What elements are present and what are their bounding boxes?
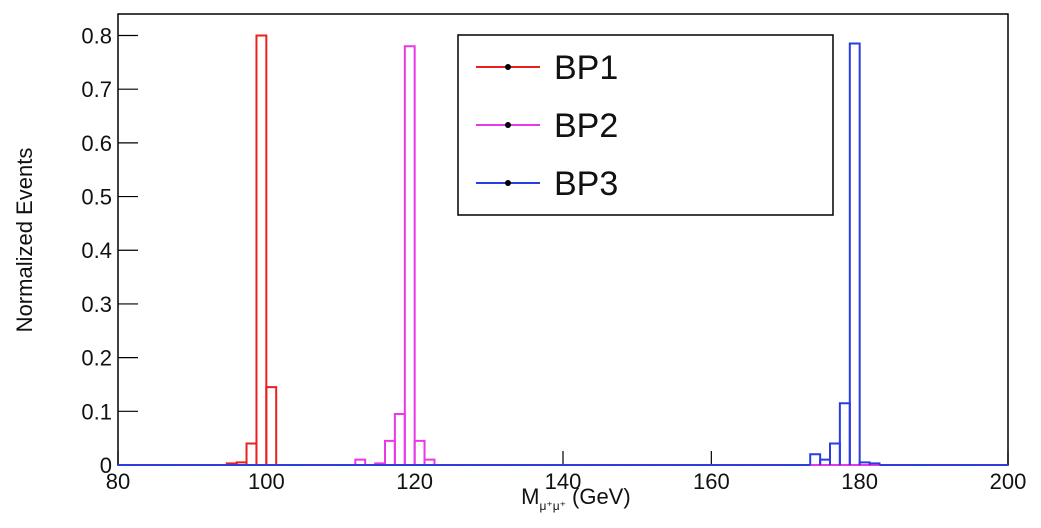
histogram-bin	[868, 462, 881, 465]
histogram-bin	[423, 458, 436, 465]
x-tick-label: 200	[990, 469, 1027, 494]
y-tick-label: 0.7	[81, 77, 112, 102]
histogram-bin	[245, 442, 258, 465]
y-tick-label: 0.3	[81, 292, 112, 317]
histogram-bin	[829, 442, 841, 465]
x-tick-label: 100	[248, 469, 285, 494]
histogram-bin	[265, 386, 278, 465]
y-tick-label: 0.2	[81, 346, 112, 371]
legend-marker	[505, 180, 511, 186]
histogram-bin	[838, 402, 851, 465]
histogram-bin	[809, 453, 822, 465]
histogram-bin	[848, 42, 861, 465]
x-tick-label: 120	[396, 469, 433, 494]
x-axis-label: Mμ⁺μ⁺	[521, 484, 566, 513]
x-tick-label: 160	[693, 469, 730, 494]
legend-label: BP2	[554, 107, 618, 145]
y-axis-label: Normalized Events	[12, 148, 37, 333]
legend-marker	[505, 122, 511, 128]
histogram-bin	[403, 45, 416, 465]
x-label-sub: μ⁺μ⁺	[540, 499, 567, 513]
histogram-bin	[393, 412, 406, 465]
legend-label: BP3	[554, 165, 618, 203]
y-tick-label: 0.4	[81, 238, 112, 263]
x-tick-label: 140	[545, 469, 582, 494]
y-tick-label: 0.1	[81, 399, 112, 424]
y-tick-label: 0.8	[81, 23, 112, 48]
histogram-bin	[255, 34, 268, 465]
x-tick-label: 180	[841, 469, 878, 494]
histogram-bin	[354, 458, 367, 465]
histogram-bin	[413, 439, 426, 465]
x-label-main: M	[521, 484, 539, 509]
histogram-bin	[384, 439, 396, 465]
y-tick-label: 0	[100, 453, 112, 478]
legend-marker	[505, 64, 511, 70]
x-label-unit: (GeV)	[572, 484, 631, 509]
y-tick-label: 0.5	[81, 185, 112, 210]
y-tick-label: 0.6	[81, 131, 112, 156]
legend-label: BP1	[554, 49, 618, 87]
x-tick-label: 80	[106, 469, 130, 494]
